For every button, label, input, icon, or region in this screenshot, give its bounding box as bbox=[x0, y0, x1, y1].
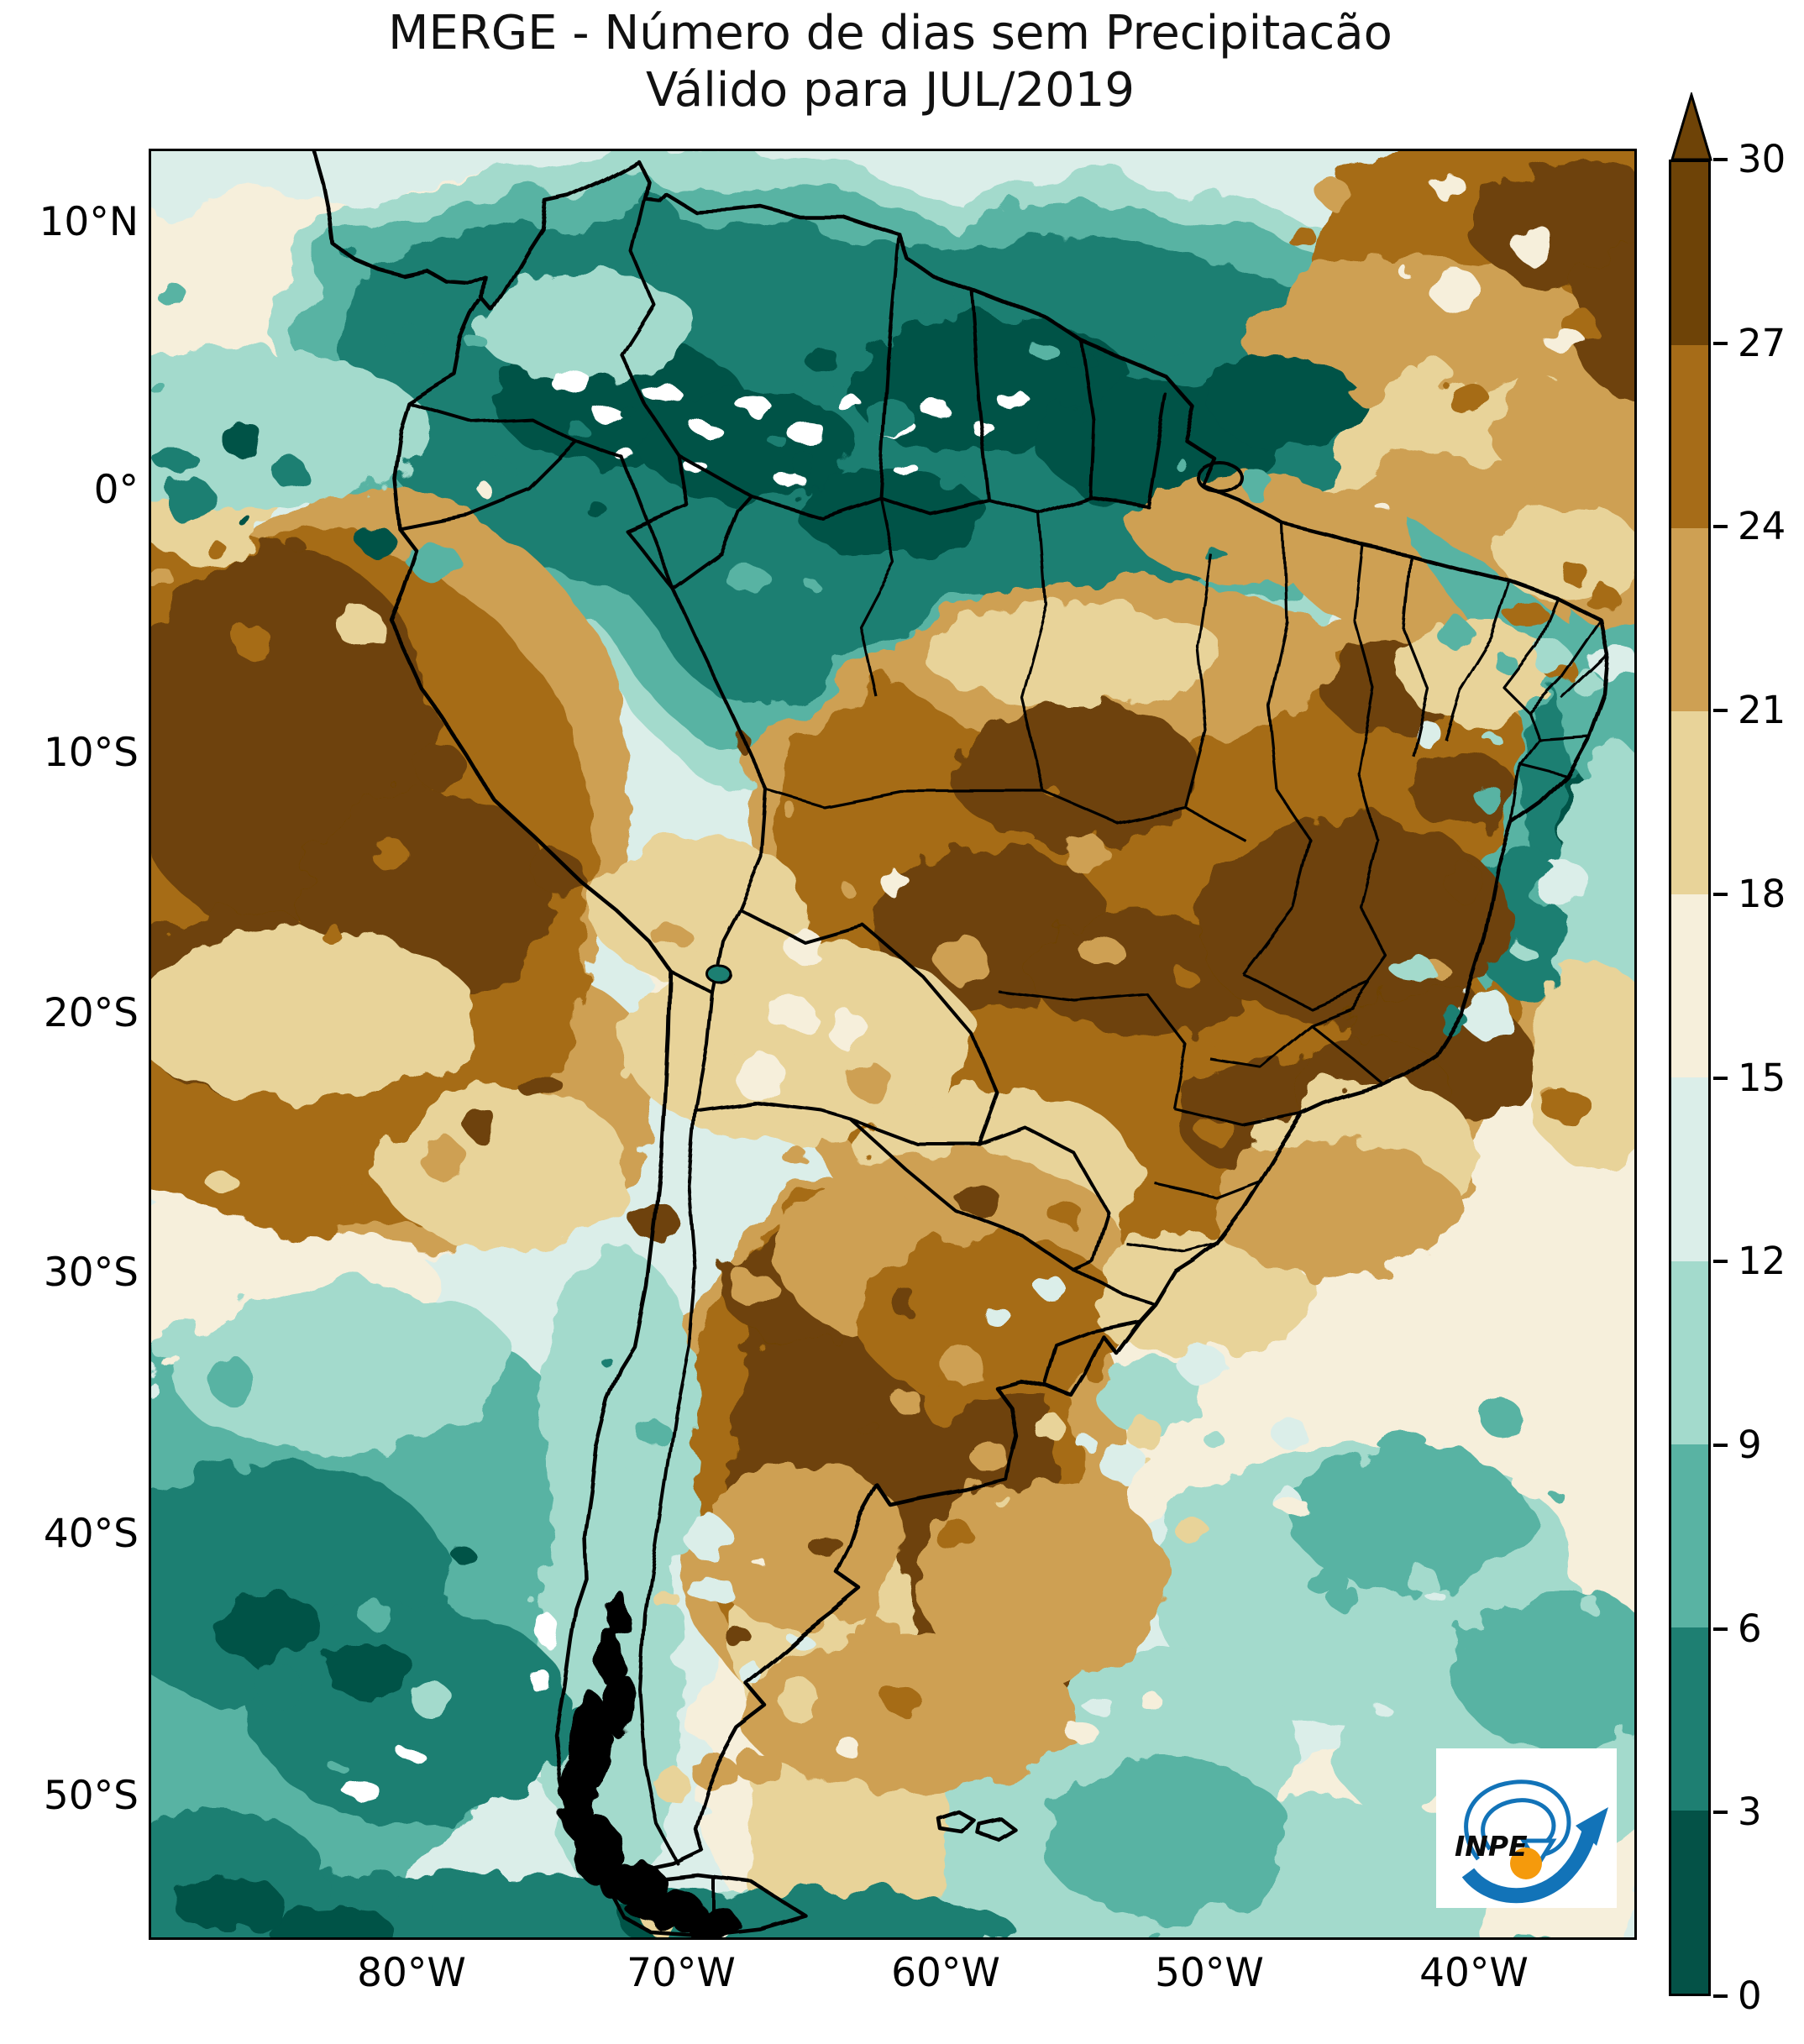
colorbar-segment-27-30 bbox=[1671, 162, 1708, 346]
precipitation-map bbox=[151, 151, 1634, 1937]
y-axis-tick-label: 50°S bbox=[43, 1773, 139, 1819]
colorbar-segment-18-21 bbox=[1671, 711, 1708, 895]
state-borders bbox=[765, 496, 1609, 1253]
y-axis-tick-label: 40°S bbox=[43, 1511, 139, 1557]
x-axis-tick-label: 50°W bbox=[1155, 1950, 1264, 1996]
logo-swoosh-arrow bbox=[1461, 1831, 1597, 1904]
colorbar-tick bbox=[1713, 1443, 1728, 1447]
colorbar-segment-0-3 bbox=[1671, 1810, 1708, 1994]
colorbar-tick bbox=[1713, 1260, 1728, 1264]
colorbar-tick bbox=[1713, 709, 1728, 713]
colorbar-segment-21-24 bbox=[1671, 528, 1708, 712]
logo-arrow-head bbox=[1576, 1807, 1608, 1846]
colorbar-tick bbox=[1713, 341, 1728, 345]
colorbar-tick-label: 27 bbox=[1738, 320, 1786, 365]
colorbar-bar bbox=[1669, 160, 1711, 1996]
title-line-1: MERGE - Número de dias sem Precipitacão bbox=[388, 6, 1392, 60]
colorbar-segment-3-6 bbox=[1671, 1627, 1708, 1811]
title-line-2: Válido para JUL/2019 bbox=[645, 63, 1135, 118]
colorbar-tick bbox=[1713, 158, 1728, 161]
colorbar-extend-arrow bbox=[1670, 92, 1713, 161]
colorbar-tick-label: 9 bbox=[1738, 1422, 1762, 1467]
country-borders bbox=[312, 151, 1610, 1937]
colorbar-segment-24-27 bbox=[1671, 345, 1708, 529]
y-axis-tick-label: 10°S bbox=[43, 730, 139, 776]
x-axis-tick-label: 80°W bbox=[357, 1950, 466, 1996]
x-axis-tick-label: 40°W bbox=[1419, 1950, 1529, 1996]
colorbar-tick bbox=[1713, 892, 1728, 896]
colorbar-tick-label: 24 bbox=[1738, 504, 1786, 549]
map-panel bbox=[149, 149, 1637, 1940]
colorbar-tick-label: 21 bbox=[1738, 688, 1786, 733]
x-axis-tick-label: 60°W bbox=[891, 1950, 1000, 1996]
colorbar-tick bbox=[1713, 525, 1728, 529]
colorbar-segment-12-15 bbox=[1671, 1077, 1708, 1261]
logo-text: INPE bbox=[1455, 1830, 1528, 1863]
colorbar: 30 27 24 21 18 15 12 9 6 3 0 bbox=[1669, 0, 1804, 2044]
colorbar-tick bbox=[1713, 1994, 1728, 1998]
colorbar-segment-15-18 bbox=[1671, 894, 1708, 1078]
colorbar-segment-6-9 bbox=[1671, 1444, 1708, 1627]
colorbar-tick bbox=[1713, 1076, 1728, 1080]
colorbar-tick bbox=[1713, 1627, 1728, 1631]
y-axis-tick-label: 20°S bbox=[43, 990, 139, 1036]
colorbar-tick-label: 12 bbox=[1738, 1239, 1786, 1284]
logo-orbit-outer bbox=[1464, 1779, 1571, 1861]
colorbar-tick-label: 0 bbox=[1738, 1973, 1762, 2018]
y-axis-tick-label: 30°S bbox=[43, 1250, 139, 1296]
colorbar-tick-label: 18 bbox=[1738, 871, 1786, 916]
colorbar-tick-label: 30 bbox=[1738, 137, 1786, 181]
logo-orbit-inner bbox=[1481, 1798, 1556, 1851]
inpe-logo: INPE bbox=[1436, 1748, 1617, 1908]
fjords-archipelago bbox=[559, 1591, 741, 1937]
x-axis-tick-label: 70°W bbox=[627, 1950, 736, 1996]
y-axis-tick-label: 10°N bbox=[39, 199, 139, 245]
colorbar-tick bbox=[1713, 1811, 1728, 1815]
colorbar-segment-9-12 bbox=[1671, 1260, 1708, 1444]
colorbar-tick-label: 3 bbox=[1738, 1790, 1762, 1835]
colorbar-tick-label: 6 bbox=[1738, 1606, 1762, 1651]
figure-title: MERGE - Número de dias sem Precipitacão … bbox=[149, 5, 1632, 120]
y-axis-tick-label: 0° bbox=[93, 467, 139, 513]
colorbar-tick-label: 15 bbox=[1738, 1055, 1786, 1100]
logo-orange-dot bbox=[1510, 1847, 1542, 1879]
